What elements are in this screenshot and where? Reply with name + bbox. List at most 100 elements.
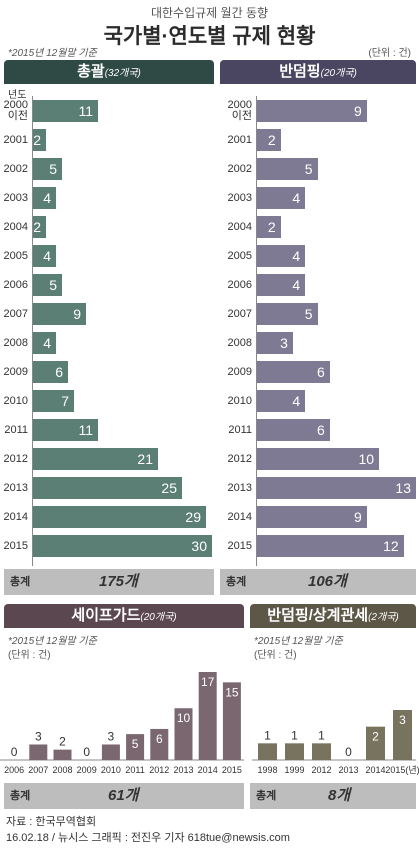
safeguard-bar-value: 0 xyxy=(11,745,18,759)
safeguard-note: *2015년 12월말 기준 xyxy=(8,636,97,647)
antidumping-bar-value: 10 xyxy=(358,451,375,467)
total-year-label: 2008 xyxy=(3,337,28,349)
total-bar-value: 29 xyxy=(185,509,201,525)
antidumping-year-label: 2011 xyxy=(228,424,252,436)
safeguard-bar-value: 10 xyxy=(177,711,191,725)
antidumping-year-label: 2008 xyxy=(227,337,252,349)
total-bar: 2 xyxy=(32,216,46,238)
safeguard-bar-chart: 0 2006 3 2007 2 2008 0 2009 3 2010 5 2011 6 2012 10 201… xyxy=(0,672,244,775)
total-bar: 2 xyxy=(32,129,46,151)
countervailing-sum-row: 총계 8개 xyxy=(250,783,416,809)
safeguard-bar-value: 0 xyxy=(83,745,90,759)
antidumping-panel-header: 반덤핑(20개국) xyxy=(220,60,416,84)
antidumping-year-label: 2013 xyxy=(227,482,252,494)
total-year-label: 2000 이전 xyxy=(3,99,28,122)
safeguard-year-label: 2007 xyxy=(28,765,48,775)
antidumping-bar-value: 4 xyxy=(292,393,301,409)
safeguard-year-label: 2010 xyxy=(101,765,121,775)
antidumping-year-label: 2015 xyxy=(227,540,252,552)
total-year-label: 2002 xyxy=(3,163,28,175)
countervailing-bar-value: 1 xyxy=(318,728,325,742)
total-axis-line xyxy=(32,96,33,566)
antidumping-year-label: 2004 xyxy=(227,221,252,233)
total-bar: 4 xyxy=(32,332,56,354)
total-bar-value: 4 xyxy=(43,335,51,351)
countervailing-bar-value: 2 xyxy=(372,730,379,744)
total-bar: 29 xyxy=(32,506,206,528)
countervailing-year-label: 2012 xyxy=(311,765,331,775)
antidumping-bar: 4 xyxy=(256,274,306,296)
antidumping-bar-value: 12 xyxy=(383,538,399,554)
supertitle: 대한수입규제 월간 동향 xyxy=(150,6,269,20)
total-year-label: 2006 xyxy=(3,279,28,291)
total-bar: 5 xyxy=(32,158,62,180)
total-bar-value: 5 xyxy=(49,161,57,177)
total-bar-value: 11 xyxy=(78,422,93,438)
safeguard-bar-value: 15 xyxy=(225,685,239,699)
safeguard-year-label: 2013 xyxy=(173,765,193,775)
total-bar-value: 6 xyxy=(55,364,63,380)
countervailing-panel-header: 반덤핑/상계관세(2개국) xyxy=(250,604,416,628)
safeguard-bar xyxy=(150,728,169,760)
countervailing-bar-value: 1 xyxy=(291,728,298,742)
total-bar-value: 4 xyxy=(43,190,51,206)
safeguard-bar-value: 3 xyxy=(108,729,115,743)
safeguard-bar xyxy=(198,672,217,760)
total-bar-value: 7 xyxy=(61,393,69,409)
total-panel-count: (32개국) xyxy=(104,68,141,79)
countervailing-bar xyxy=(258,743,277,760)
total-bar-value: 11 xyxy=(78,103,93,119)
total-bar-value: 21 xyxy=(137,451,153,467)
antidumping-axis-line xyxy=(256,96,257,566)
antidumping-bar-chart: 2000 이전 9 2001 2 2002 5 2003 4 2004 2 2005 4 2006 4 200… xyxy=(216,96,419,568)
total-bar: 11 xyxy=(32,100,98,122)
total-bar: 30 xyxy=(32,535,212,557)
safeguard-sum-row: 총계 61개 xyxy=(4,783,244,809)
countervailing-bar-value: 1 xyxy=(264,728,271,742)
total-bar-chart: 2000 이전 11 2001 2 2002 5 2003 4 2004 2 2005 4 2006 5 20… xyxy=(0,96,216,568)
antidumping-bar: 4 xyxy=(256,187,306,209)
antidumping-bar-value: 9 xyxy=(353,509,362,525)
total-bar: 4 xyxy=(32,245,56,267)
antidumping-year-label: 2009 xyxy=(227,366,252,378)
antidumping-bar-value: 4 xyxy=(292,248,301,264)
total-bar-value: 5 xyxy=(49,277,57,293)
total-bar-value: 4 xyxy=(43,248,51,264)
antidumping-bar-value: 3 xyxy=(280,335,288,351)
countervailing-bar-chart: 1 1998 1 1999 1 2012 0 2013 2 2014 3 2015(년) xyxy=(252,710,419,775)
antidumping-year-label: 2001 xyxy=(227,134,252,146)
top-note: *2015년 12월말 기준 xyxy=(8,48,97,59)
safeguard-year-label: 2011 xyxy=(125,765,144,775)
antidumping-year-label: 2012 xyxy=(227,453,252,465)
countervailing-bar xyxy=(366,726,385,760)
safeguard-bar-value: 17 xyxy=(201,675,215,689)
total-bar-value: 25 xyxy=(161,480,177,496)
antidumping-bar-value: 13 xyxy=(395,480,411,496)
safeguard-bar-value: 3 xyxy=(35,729,42,743)
countervailing-panel-count: (2개국) xyxy=(368,612,399,623)
total-year-label: 2015 xyxy=(3,540,28,552)
total-year-label: 2007 xyxy=(3,308,28,320)
safeguard-sum-value: 61개 xyxy=(108,787,139,804)
antidumping-bar-value: 6 xyxy=(317,422,325,438)
antidumping-bar: 6 xyxy=(256,361,330,383)
countervailing-note: *2015년 12월말 기준 xyxy=(254,636,343,647)
antidumping-sum-value: 106개 xyxy=(308,573,347,590)
antidumping-panel-title: 반덤핑 xyxy=(279,63,321,80)
countervailing-bar-value: 0 xyxy=(345,745,352,759)
antidumping-bar: 4 xyxy=(256,245,306,267)
total-panel-title: 총괄 xyxy=(77,63,105,80)
safeguard-bar xyxy=(174,708,193,760)
safeguard-bar xyxy=(222,682,241,760)
antidumping-bar: 9 xyxy=(256,100,367,122)
antidumping-year-label: 2002 xyxy=(227,163,252,175)
safeguard-bar xyxy=(53,749,72,760)
antidumping-bar: 10 xyxy=(256,448,380,470)
antidumping-year-label: 2003 xyxy=(227,192,252,204)
antidumping-year-label: 2007 xyxy=(227,308,252,320)
antidumping-year-label: 2000 이전 xyxy=(227,99,252,122)
total-year-label: 2009 xyxy=(3,366,28,378)
total-bar: 21 xyxy=(32,448,158,470)
antidumping-year-label: 2014 xyxy=(227,511,252,523)
safeguard-year-label: 2014 xyxy=(198,765,218,775)
